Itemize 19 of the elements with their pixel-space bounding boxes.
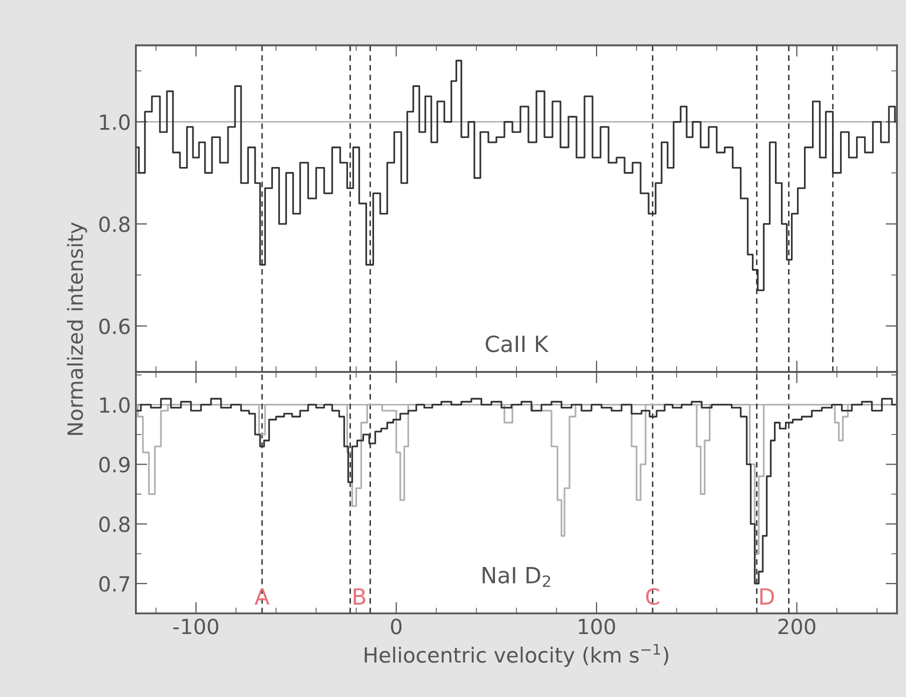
x-axis-title: Heliocentric velocity (km s$^{−1}$) — [364, 644, 668, 667]
y-tick-label: 0.6 — [99, 318, 130, 334]
ref-line-label: B — [354, 588, 366, 605]
ref-line-label: C — [646, 588, 660, 605]
ref-line-label: D — [760, 588, 774, 605]
ref-line-label: A — [254, 588, 270, 605]
y-tick-label: 1.0 — [100, 397, 130, 413]
y-tick-label: 1.0 — [100, 114, 130, 130]
y-axis-title: Normalized intensity — [66, 222, 88, 435]
annotation: CaII K — [486, 335, 549, 352]
x-tick-label: 100 — [578, 618, 616, 634]
y-tick-label: 0.7 — [99, 576, 130, 592]
y-tick-label: 0.9 — [99, 456, 130, 473]
x-tick-label: 200 — [778, 618, 816, 634]
annotation: NaI D$_{2}$ — [482, 567, 550, 587]
y-tick-label: 0.8 — [99, 516, 130, 532]
x-tick-label: -100 — [173, 618, 218, 634]
y-tick-label: 0.8 — [99, 216, 130, 232]
x-tick-label: 0 — [391, 618, 402, 634]
